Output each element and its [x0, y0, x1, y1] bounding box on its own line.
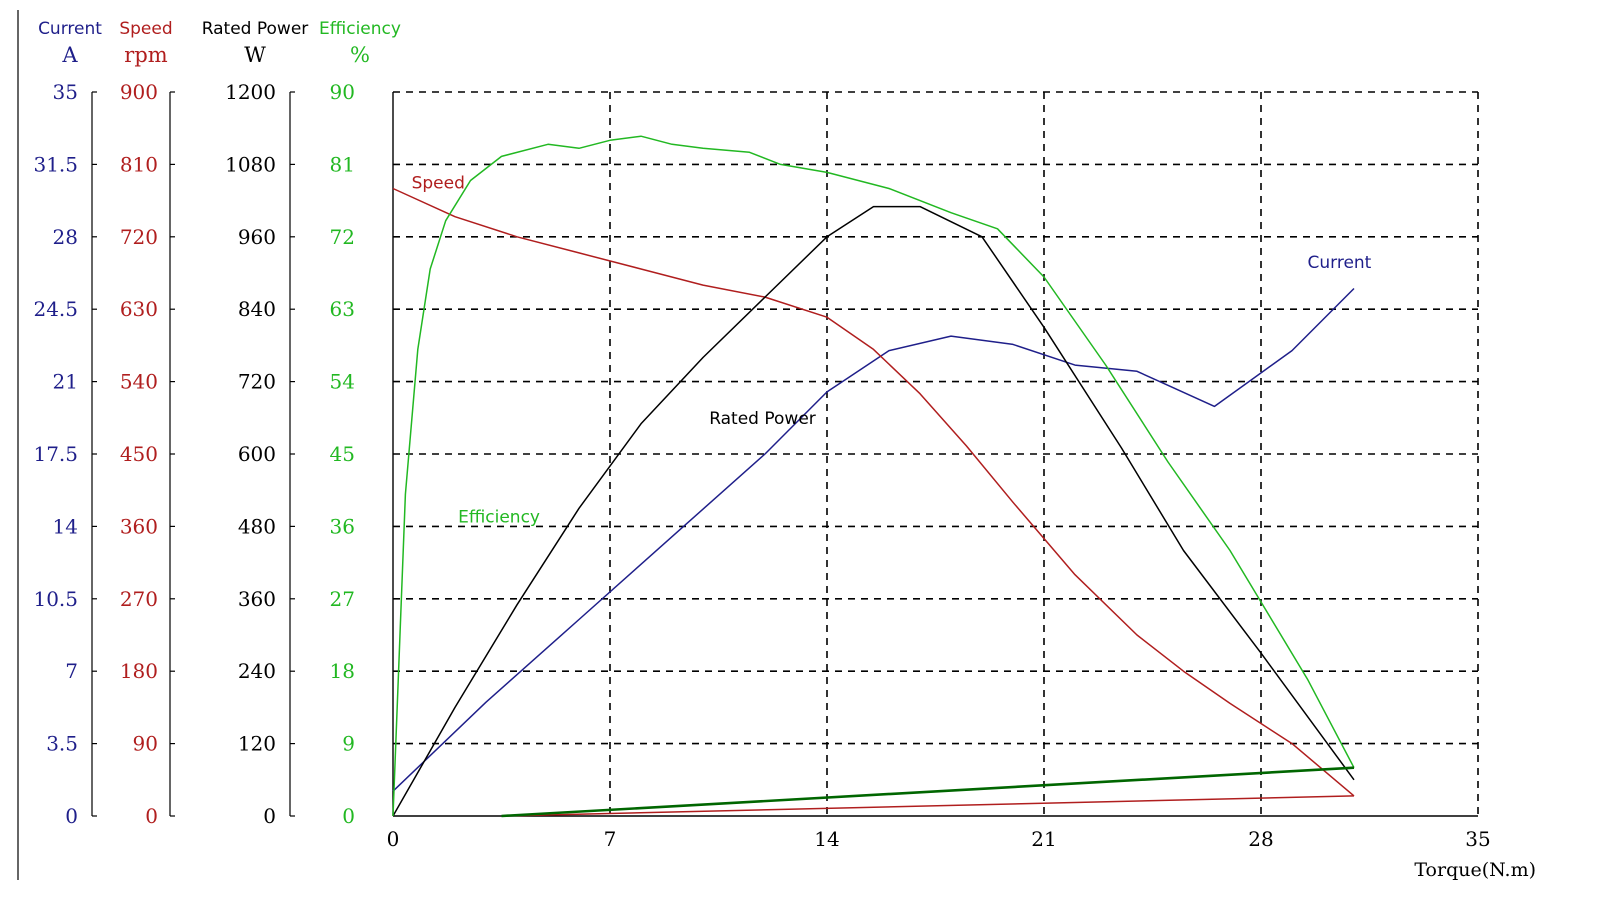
x-tick-label: 7 [604, 827, 617, 851]
x-tick-label: 35 [1465, 827, 1490, 851]
y-axes: Current A 0 3.5 7 10.5 14 17.5 21 24.5 28 31.5 35 Spe… [33, 19, 400, 828]
y-tick-label: 180 [120, 659, 158, 683]
y-tick-label: 450 [120, 442, 158, 466]
y-tick-label: 28 [53, 225, 78, 249]
grid [17, 10, 1479, 880]
y-axis-speed: Speed rpm 0 90 180 270 360 450 540 630 720 810 900 [119, 19, 175, 828]
y-tick-label: 90 [330, 80, 355, 104]
y-tick-label: 31.5 [33, 152, 78, 176]
y-tick-label: 720 [238, 370, 276, 394]
y-tick-label: 480 [238, 514, 276, 538]
y-tick-label: 600 [238, 442, 276, 466]
series-line-efficiency [392, 135, 1355, 817]
y-tick-label: 540 [120, 370, 158, 394]
series-label-current: Current [1308, 253, 1372, 273]
y-tick-label: 1200 [225, 80, 276, 104]
y-tick-label: 27 [330, 587, 355, 611]
y-tick-label: 900 [120, 80, 158, 104]
y-tick-label: 840 [238, 297, 276, 321]
y-tick-label: 9 [342, 732, 355, 756]
y-tick-label: 81 [330, 152, 355, 176]
y-tick-label: 10.5 [33, 587, 78, 611]
y-tick-label: 0 [145, 804, 158, 828]
y-tick-label: 63 [330, 297, 355, 321]
series-label-efficiency: Efficiency [458, 507, 540, 527]
y-tick-label: 360 [238, 587, 276, 611]
y-axis-title: Speed [119, 19, 172, 39]
y-tick-label: 270 [120, 587, 158, 611]
x-tick-label: 21 [1031, 827, 1056, 851]
y-axis-efficiency: Efficiency% 0 9 18 27 36 45 54 63 72 81 90 [319, 19, 401, 828]
series-line-speed [392, 187, 1355, 797]
y-tick-label: 36 [330, 514, 355, 538]
y-axis-unit: W [244, 43, 266, 67]
y-tick-label: 0 [342, 804, 355, 828]
y-axis-unit: % [350, 43, 370, 67]
y-axis-title: Current [38, 19, 102, 39]
y-tick-label: 630 [120, 297, 158, 321]
x-axis-title: Torque(N.m) [1414, 859, 1536, 881]
y-tick-label: 960 [238, 225, 276, 249]
x-tick-label: 14 [814, 827, 839, 851]
y-tick-label: 0 [263, 804, 276, 828]
y-axis-current: Current A 0 3.5 7 10.5 14 17.5 21 24.5 28 31.5 35 [33, 19, 102, 828]
y-tick-label: 17.5 [33, 442, 78, 466]
series-line-baseline-5 [501, 766, 1355, 818]
series-line-current [392, 287, 1355, 792]
plot-area [392, 135, 1355, 818]
y-tick-label: 72 [330, 225, 355, 249]
series-label-speed: Speed [412, 174, 465, 194]
y-tick-label: 360 [120, 514, 158, 538]
series-label-rated-power: Rated Power [709, 409, 816, 429]
y-axis-unit: rpm [124, 43, 167, 67]
y-tick-label: 21 [53, 370, 78, 394]
y-axis-title: Efficiency [319, 19, 401, 39]
y-tick-label: 14 [53, 514, 78, 538]
annotations: Speed Current Rated Power Efficiency [412, 174, 1372, 528]
x-tick-label: 28 [1248, 827, 1273, 851]
y-tick-label: 0 [65, 804, 78, 828]
y-tick-label: 240 [238, 659, 276, 683]
y-axis-unit: A [61, 43, 78, 67]
y-tick-label: 18 [330, 659, 355, 683]
y-tick-label: 24.5 [33, 297, 78, 321]
x-axis: 0 7 14 21 28 35 Torque(N.m) [387, 827, 1536, 881]
x-tick-label: 0 [387, 827, 400, 851]
y-tick-label: 7 [65, 659, 78, 683]
y-tick-label: 45 [330, 442, 355, 466]
y-tick-label: 3.5 [46, 732, 78, 756]
y-tick-label: 1080 [225, 152, 276, 176]
y-tick-label: 810 [120, 152, 158, 176]
y-tick-label: 90 [133, 732, 158, 756]
y-tick-label: 120 [238, 732, 276, 756]
y-tick-label: 35 [53, 80, 78, 104]
y-tick-label: 54 [330, 370, 355, 394]
y-axis-power: Rated Power W 0 120 240 360 480 600 720 840 960 108… [202, 19, 309, 828]
series-line-baseline-4 [501, 795, 1355, 817]
series-line-rated-power [392, 205, 1355, 817]
y-tick-label: 720 [120, 225, 158, 249]
y-axis-title: Rated Power [202, 19, 309, 39]
